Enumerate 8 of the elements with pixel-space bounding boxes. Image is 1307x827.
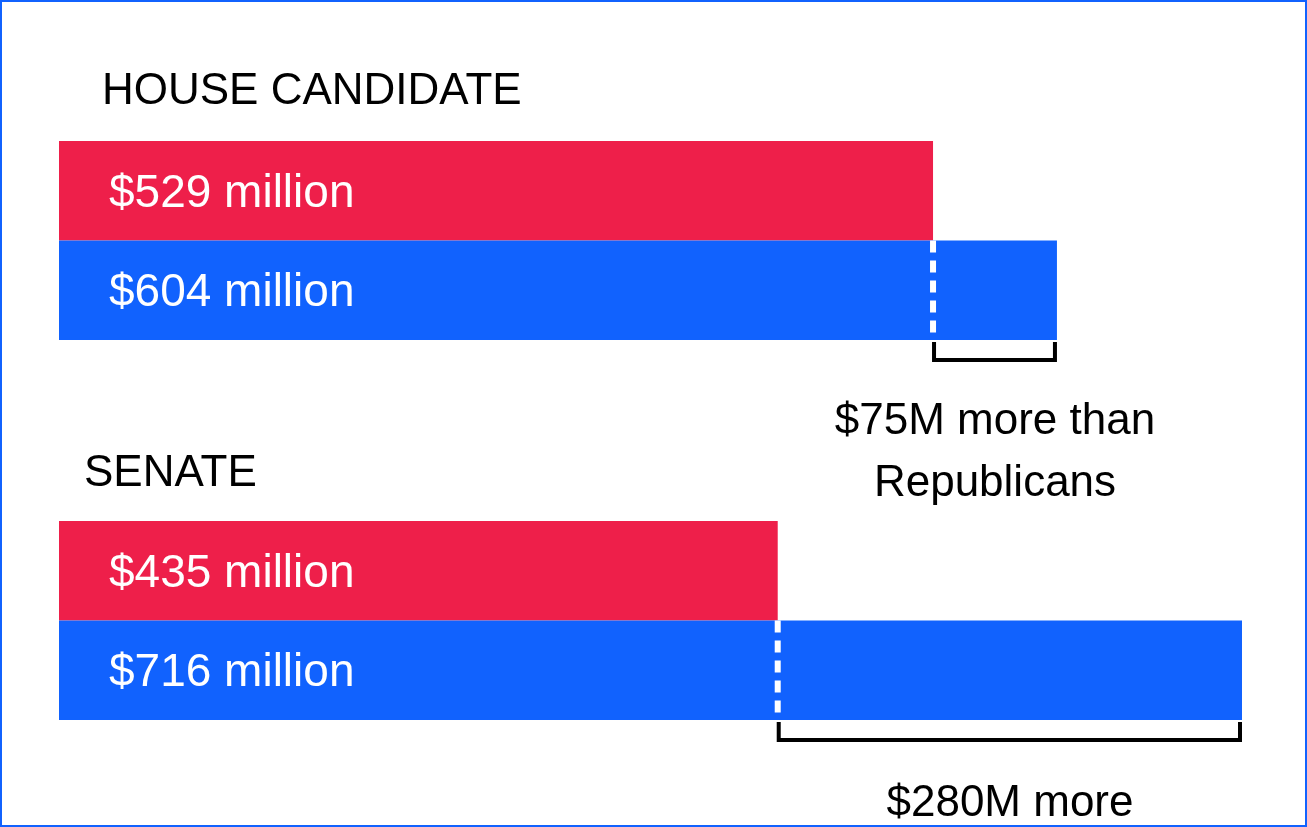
text: $280M more <box>885 775 1135 827</box>
chart-title: HOUSE CANDIDATE <box>102 64 522 114</box>
data-label: $604 million <box>109 264 355 317</box>
text: $75M more than Republicans <box>833 393 1157 507</box>
chart-title: SENATE <box>84 446 257 496</box>
data-label: $529 million <box>109 164 355 217</box>
data-label: $716 million <box>109 644 355 697</box>
data-label: $435 million <box>109 544 355 597</box>
